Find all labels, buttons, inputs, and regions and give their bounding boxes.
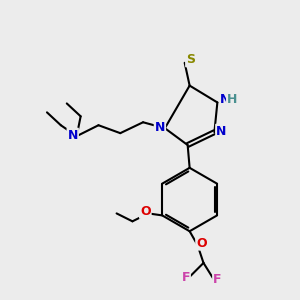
- Text: H: H: [227, 93, 237, 106]
- Text: S: S: [186, 53, 195, 66]
- Text: N: N: [220, 93, 230, 106]
- Text: O: O: [140, 205, 151, 218]
- Text: N: N: [216, 125, 226, 138]
- Text: F: F: [182, 271, 190, 284]
- Text: N: N: [155, 121, 165, 134]
- Text: F: F: [213, 273, 222, 286]
- Text: N: N: [68, 129, 78, 142]
- Text: O: O: [196, 237, 207, 250]
